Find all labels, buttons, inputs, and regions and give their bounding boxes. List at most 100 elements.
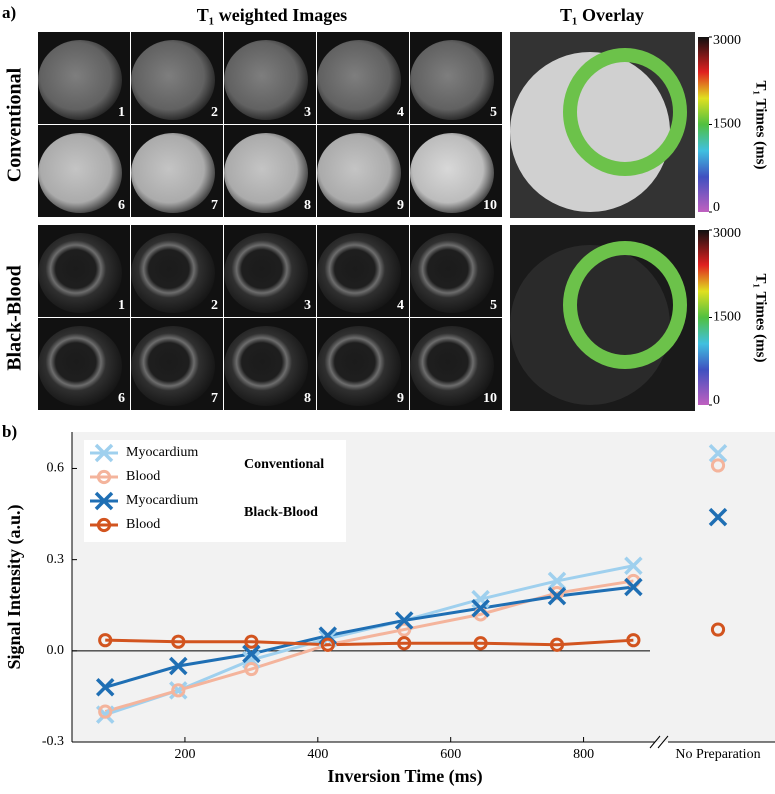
marker-o <box>320 637 335 652</box>
mri-heart <box>224 133 308 213</box>
mri-heart <box>317 233 401 313</box>
image-number: 5 <box>490 105 497 120</box>
y-tick-label: 0.0 <box>47 643 65 658</box>
mri-heart <box>224 233 308 313</box>
mri-heart <box>224 40 308 120</box>
marker-o <box>171 634 186 649</box>
overlay-title: T₁ Overlay <box>560 5 644 25</box>
mri-heart <box>131 40 215 120</box>
legend-marker <box>94 491 114 511</box>
colorbar-label: T₁ Times (ms) <box>753 274 769 363</box>
marker-x <box>169 681 188 700</box>
image-number: 3 <box>304 298 311 313</box>
marker-o <box>710 458 726 473</box>
mri-heart <box>38 326 122 406</box>
marker-o <box>549 585 565 601</box>
image-number: 9 <box>397 198 404 213</box>
mri-heart <box>131 326 215 406</box>
legend-group-label: Conventional <box>244 457 324 472</box>
legend-label: Myocardium <box>126 445 198 460</box>
axis-break <box>649 735 661 749</box>
image-number: 7 <box>211 391 218 406</box>
panel-label: b) <box>2 422 17 441</box>
image-number: 2 <box>211 298 218 313</box>
axis-break <box>657 735 669 749</box>
mri-heart <box>131 133 215 213</box>
mri-heart <box>38 233 122 313</box>
images-title: T₁ weighted Images <box>197 5 347 25</box>
legend-label: Myocardium <box>126 493 198 508</box>
colorbar-tick-label: 0 <box>713 393 720 408</box>
image-number: 2 <box>211 105 218 120</box>
legend-label: Blood <box>126 517 160 532</box>
row-label: Conventional <box>4 67 26 182</box>
marker-o <box>171 683 186 698</box>
colorbar-tick-label: 1500 <box>713 117 741 132</box>
mri-heart <box>410 133 494 213</box>
series-line <box>104 579 634 714</box>
marker-x <box>708 444 728 463</box>
legend-label: Blood <box>126 469 160 484</box>
marker-o <box>397 636 412 651</box>
image-number: 10 <box>483 391 497 406</box>
legend-marker <box>96 517 112 533</box>
legend-marker <box>96 469 112 485</box>
marker-o <box>626 633 641 648</box>
colorbar-tick-label: 3000 <box>713 33 741 48</box>
colorbar <box>698 230 709 405</box>
colorbar-tick-label: 0 <box>713 200 720 215</box>
marker-x <box>471 599 490 618</box>
marker-o <box>244 661 259 677</box>
image-number: 7 <box>211 198 218 213</box>
mri-heart <box>410 326 494 406</box>
image-number: 8 <box>304 391 311 406</box>
overlay-myocardium <box>563 241 687 369</box>
marker-o <box>244 634 259 649</box>
row-label: Black-Blood <box>4 265 26 371</box>
colorbar-label: T₁ Times (ms) <box>753 81 769 170</box>
marker-x <box>708 507 728 527</box>
mri-heart <box>131 233 215 313</box>
image-number: 1 <box>118 105 125 120</box>
overlay-myocardium <box>563 48 687 176</box>
mri-heart <box>317 326 401 406</box>
marker-o <box>710 622 726 637</box>
image-number: 6 <box>118 198 125 213</box>
y-tick-label: 0.3 <box>47 552 65 567</box>
image-number: 8 <box>304 198 311 213</box>
mri-heart <box>410 233 494 313</box>
image-number: 4 <box>397 298 404 313</box>
mri-heart <box>224 326 308 406</box>
marker-o <box>549 637 565 652</box>
x-tick-label: 800 <box>573 747 594 762</box>
image-number: 10 <box>483 198 497 213</box>
colorbar-tick-label: 3000 <box>713 226 741 241</box>
mri-heart <box>38 40 122 120</box>
marker-x <box>394 611 414 630</box>
y-axis-title: Signal Intensity (a.u.) <box>4 504 25 669</box>
legend-box <box>84 440 346 542</box>
y-tick-label: 0.6 <box>47 461 65 476</box>
mri-heart <box>317 40 401 120</box>
x-tick-label: 200 <box>174 747 195 762</box>
mri-heart <box>38 133 122 213</box>
x-break-label: No Preparation <box>675 747 760 762</box>
image-number: 6 <box>118 391 125 406</box>
marker-x <box>242 644 261 664</box>
marker-x <box>624 577 643 597</box>
marker-x <box>547 586 567 606</box>
image-number: 4 <box>397 105 404 120</box>
marker-x <box>169 656 188 676</box>
series-line <box>104 585 634 689</box>
marker-x <box>547 571 567 591</box>
panel-label: a) <box>2 3 16 22</box>
x-tick-label: 600 <box>440 747 461 762</box>
marker-o <box>98 704 113 719</box>
legend-marker <box>94 443 114 463</box>
colorbar <box>698 37 709 212</box>
y-tick-label: -0.3 <box>42 734 64 749</box>
x-tick-label: 400 <box>307 747 328 762</box>
marker-o <box>98 633 113 648</box>
mri-heart <box>410 40 494 120</box>
